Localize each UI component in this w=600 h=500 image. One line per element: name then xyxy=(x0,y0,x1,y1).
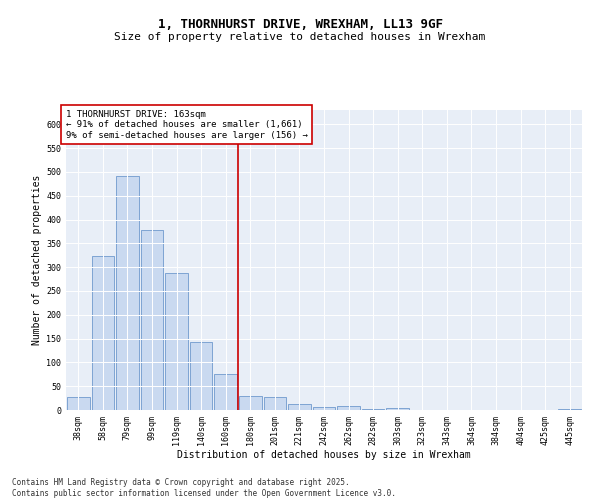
Bar xyxy=(214,374,237,410)
X-axis label: Distribution of detached houses by size in Wrexham: Distribution of detached houses by size … xyxy=(177,450,471,460)
Bar xyxy=(140,230,163,410)
Bar xyxy=(337,406,360,410)
Bar xyxy=(263,397,286,410)
Bar xyxy=(313,407,335,410)
Bar xyxy=(288,404,311,410)
Bar xyxy=(190,342,212,410)
Bar xyxy=(362,409,385,410)
Text: Contains HM Land Registry data © Crown copyright and database right 2025.
Contai: Contains HM Land Registry data © Crown c… xyxy=(12,478,396,498)
Bar xyxy=(67,396,89,410)
Text: 1, THORNHURST DRIVE, WREXHAM, LL13 9GF: 1, THORNHURST DRIVE, WREXHAM, LL13 9GF xyxy=(157,18,443,30)
Text: 1 THORNHURST DRIVE: 163sqm
← 91% of detached houses are smaller (1,661)
9% of se: 1 THORNHURST DRIVE: 163sqm ← 91% of deta… xyxy=(66,110,308,140)
Bar xyxy=(386,408,409,410)
Y-axis label: Number of detached properties: Number of detached properties xyxy=(32,175,42,345)
Bar xyxy=(239,396,262,410)
Bar xyxy=(165,273,188,410)
Text: Size of property relative to detached houses in Wrexham: Size of property relative to detached ho… xyxy=(115,32,485,42)
Bar xyxy=(559,408,581,410)
Bar xyxy=(116,176,139,410)
Bar xyxy=(92,256,114,410)
